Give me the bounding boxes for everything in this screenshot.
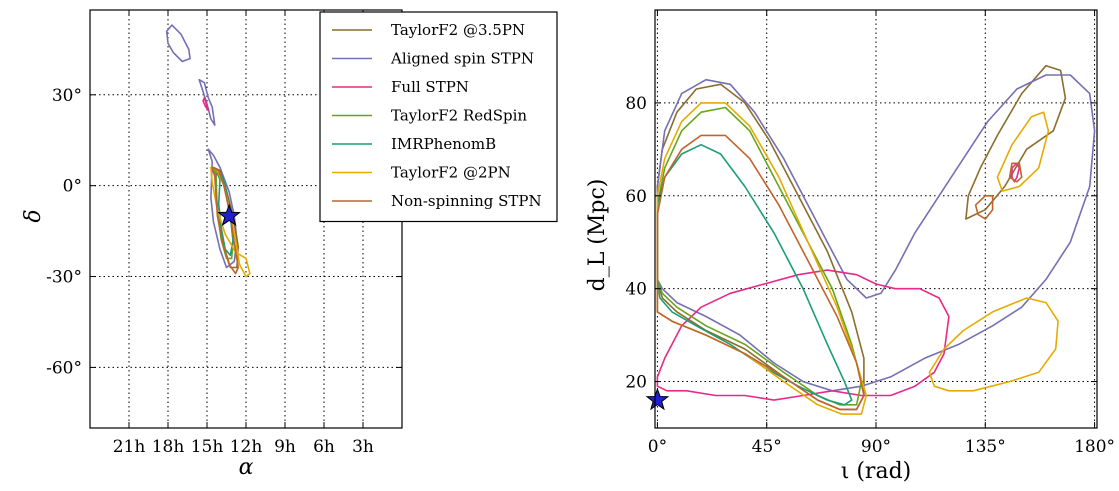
- right-xlabel: ι (rad): [841, 459, 912, 484]
- legend-label: IMRPhenomB: [391, 135, 496, 153]
- left-contours: [165, 24, 251, 278]
- y-tick-label: -30°: [46, 268, 82, 288]
- right-axes-frame: [654, 9, 1098, 429]
- legend-box: [319, 11, 558, 223]
- right-contours: [656, 64, 1096, 415]
- right-panel: 0° 45° 90° 135° 180° 20 40 60 80 ι (rad) d_L (Mp…: [585, 9, 1115, 484]
- x-tick-label: 9h: [274, 437, 296, 457]
- contour-taylorf2-2pn: [928, 297, 1059, 392]
- legend-label: Aligned spin STPN: [390, 50, 534, 68]
- left-ticks: 21h 18h 15h 12h 9h 6h 3h 30° 0° -30° -60°: [46, 10, 402, 457]
- legend-label: TaylorF2 @2PN: [391, 164, 511, 182]
- right-ticks: 0° 45° 90° 135° 180° 20 40 60 80: [625, 10, 1115, 457]
- x-tick-label: 135°: [965, 437, 1006, 457]
- contour-aligned-spin-stpn: [165, 24, 191, 63]
- left-panel: 21h 18h 15h 12h 9h 6h 3h 30° 0° -30° -60° α δ Tayl…: [21, 9, 558, 480]
- contour-non-spinning-stpn: [974, 195, 994, 220]
- y-tick-label: 0°: [63, 177, 82, 197]
- x-tick-label: 6h: [313, 437, 335, 457]
- contour-non-spinning-stpn: [656, 134, 865, 411]
- y-tick-label: 40: [625, 280, 647, 300]
- x-tick-label: 21h: [113, 437, 146, 457]
- contour-full-stpn: [202, 97, 210, 111]
- right-grid: [655, 10, 1097, 428]
- contour-taylorf2-3-5pn: [965, 64, 1067, 220]
- y-tick-label: 80: [625, 94, 647, 114]
- left-injection-star: [217, 203, 241, 227]
- x-tick-label: 18h: [152, 437, 185, 457]
- left-ylabel: δ: [21, 209, 46, 222]
- contour-aligned-spin-stpn: [198, 78, 216, 126]
- left-xlabel: α: [239, 455, 254, 480]
- injection-star-marker: [645, 387, 670, 411]
- contour-aligned-spin-stpn: [656, 74, 1096, 392]
- legend-label: Non-spinning STPN: [391, 192, 542, 210]
- contour-non-spinning-stpn: [1008, 162, 1023, 183]
- right-injection-star: [645, 387, 670, 411]
- contour-full-stpn: [656, 269, 950, 401]
- legend-label: TaylorF2 @3.5PN: [391, 21, 525, 39]
- x-tick-label: 12h: [230, 437, 263, 457]
- legend-label: Full STPN: [391, 78, 469, 96]
- injection-star-marker: [217, 203, 241, 227]
- right-ylabel: d_L (Mpc): [585, 179, 610, 292]
- y-tick-label: 30°: [52, 86, 82, 106]
- contour-taylorf2-2pn: [656, 102, 868, 415]
- legend: TaylorF2 @3.5PN Aligned spin STPN Full STP…: [319, 11, 558, 223]
- x-tick-label: 90°: [861, 437, 891, 457]
- x-tick-label: 3h: [352, 437, 374, 457]
- contour-imrphenomb: [656, 143, 853, 406]
- y-tick-label: -60°: [46, 358, 82, 378]
- contour-taylorf2-2pn: [210, 166, 251, 278]
- x-tick-label: 0°: [648, 437, 667, 457]
- x-tick-label: 180°: [1074, 437, 1115, 457]
- legend-label: TaylorF2 RedSpin: [391, 107, 527, 125]
- x-tick-label: 15h: [191, 437, 224, 457]
- contour-taylorf2-3-5pn: [656, 83, 865, 411]
- y-tick-label: 60: [625, 187, 647, 207]
- y-tick-label: 20: [625, 373, 647, 393]
- contour-taylorf2-2pn: [996, 111, 1050, 192]
- x-tick-label: 45°: [752, 437, 782, 457]
- contour-non-spinning-stpn: [211, 166, 239, 275]
